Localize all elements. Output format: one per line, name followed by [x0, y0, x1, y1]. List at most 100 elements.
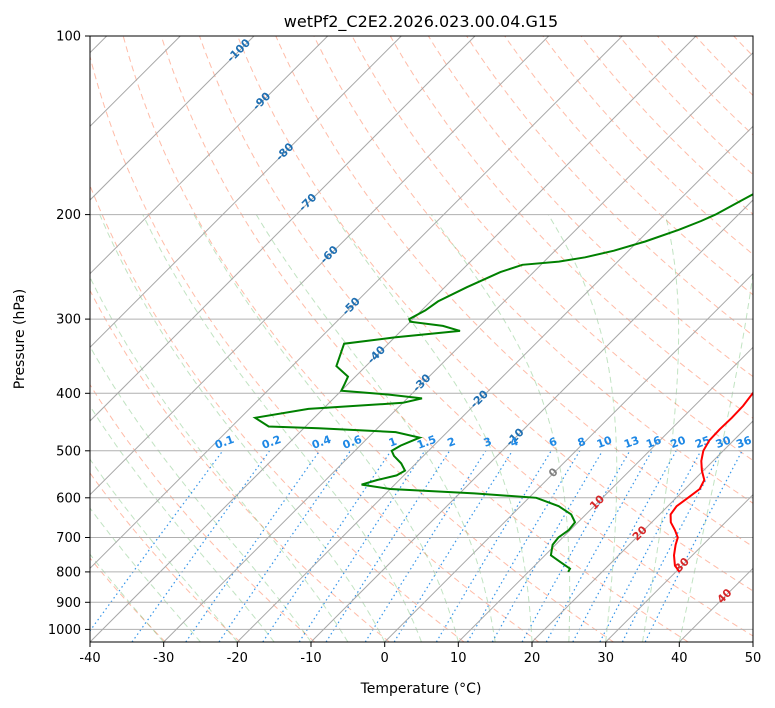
dry-adiabat-line [504, 36, 753, 296]
isotherm-line [90, 36, 623, 570]
mixing-ratio-label: 0.6 [341, 433, 364, 452]
mixing-ratio-line [131, 450, 271, 642]
mixing-ratio-line [491, 450, 604, 642]
mixing-ratio-line [572, 450, 677, 642]
mixing-ratio-line [364, 450, 487, 642]
mixing-ratio-label: 16 [644, 433, 663, 451]
moist-adiabat-line [90, 345, 312, 642]
isotherm-line [90, 36, 255, 201]
dry-adiabats [90, 36, 753, 642]
dry-adiabat-line [90, 383, 316, 642]
isotherm-line [236, 125, 753, 642]
dry-adiabat-line [160, 36, 689, 642]
isotherm-line [163, 51, 753, 642]
dry-adiabat-line [275, 36, 753, 548]
chart-title: wetPf2_C2E2.2026.023.00.04.G15 [284, 12, 558, 32]
mixing-ratio-line [90, 450, 224, 632]
mixing-ratio-label: 10 [595, 433, 614, 451]
moist-adiabat-line [547, 214, 618, 642]
x-tick-label: 40 [671, 651, 688, 666]
y-tick-label: 900 [56, 596, 81, 611]
moist-adiabat-line [642, 214, 680, 642]
x-tick-label: 10 [450, 651, 467, 666]
isotherm-line [90, 36, 329, 275]
isotherm-line [90, 36, 476, 422]
dry-adiabat-line [237, 36, 753, 592]
isotherm-line [384, 272, 753, 642]
mixing-ratio-label: 0.2 [260, 433, 283, 452]
isotherm-line [90, 36, 402, 349]
dry-adiabat-line [90, 289, 390, 642]
isotherm-line [310, 199, 753, 642]
dry-adiabat-line [351, 36, 753, 462]
y-tick-label: 200 [56, 208, 81, 223]
x-tick-label: -30 [153, 651, 174, 666]
dry-adiabat-line [618, 36, 753, 176]
moist-adiabat-line [90, 458, 238, 642]
isotherm-line [605, 493, 753, 642]
mixing-ratio-line [185, 450, 321, 642]
y-axis-label: Pressure (hPa) [12, 289, 28, 389]
dry-adiabat-line [122, 36, 614, 642]
mixing-ratio-label: 20 [669, 433, 688, 451]
mixing-ratio-lines [90, 450, 743, 642]
moist-adiabat-line [142, 214, 422, 642]
temperature-profile-line [669, 391, 753, 573]
y-axis: 100 200 300 400 500 600 700 800 900 1000 [48, 30, 90, 638]
mixing-ratio-label: 3 [482, 435, 494, 450]
moist-adiabat-line [678, 269, 753, 642]
mixing-ratio-label: 2 [446, 435, 458, 450]
isobar-gridlines [90, 36, 753, 630]
dry-adiabat-line [313, 36, 753, 504]
x-axis: -40 -30 -20 -10 0 10 20 30 40 50 [79, 642, 761, 666]
mixing-ratio-label: 4 [508, 435, 520, 450]
x-tick-label: -10 [300, 651, 321, 666]
y-tick-label: 300 [56, 313, 81, 328]
dewpoint-profile-line [252, 193, 753, 573]
x-tick-label: 20 [524, 651, 541, 666]
dry-adiabat-line [90, 54, 540, 642]
mixing-ratio-label: 30 [714, 433, 733, 451]
y-tick-label: 1000 [48, 623, 81, 638]
x-axis-label: Temperature (°C) [360, 681, 482, 697]
dry-adiabat-line [90, 184, 465, 642]
dry-adiabat-line [389, 36, 753, 419]
isotherm-line [90, 36, 697, 642]
isotherm-gridlines [90, 36, 753, 642]
mixing-ratio-label: 0.4 [310, 433, 333, 452]
y-tick-label: 500 [56, 444, 81, 459]
y-tick-label: 800 [56, 565, 81, 580]
x-tick-label: -20 [227, 651, 248, 666]
y-tick-label: 600 [56, 491, 81, 506]
mixing-ratio-line [521, 450, 631, 642]
mixing-ratio-label: 0.1 [213, 433, 236, 452]
mixing-ratio-line [393, 450, 513, 642]
mixing-ratio-line [435, 450, 552, 642]
mixing-ratio-label: 6 [547, 435, 559, 450]
y-tick-label: 700 [56, 531, 81, 546]
x-tick-label: 30 [597, 651, 614, 666]
moist-adiabat-line [99, 214, 386, 642]
moist-adiabat-line [430, 214, 571, 642]
y-tick-label: 400 [56, 387, 81, 402]
x-tick-label: 0 [381, 651, 389, 666]
mixing-ratio-line [325, 450, 451, 642]
x-tick-label: 50 [745, 651, 762, 666]
dry-adiabat-line [199, 36, 753, 637]
moist-adiabat-line [193, 214, 459, 642]
sounding-profiles [252, 193, 753, 573]
moist-adiabat-line [90, 405, 275, 642]
mixing-ratio-label: 13 [622, 434, 641, 451]
plot-frame [89, 35, 754, 643]
mixing-ratio-label: 36 [735, 433, 754, 451]
mixing-ratio-label: 1 [387, 435, 399, 450]
x-tick-label: -40 [79, 651, 100, 666]
moist-adiabat-line [333, 214, 533, 642]
isotherm-line [90, 36, 550, 496]
mixing-ratio-labels: 0.1 0.2 0.4 0.6 1 1.5 2 3 4 6 8 10 13 16 20 25 30 36 [213, 433, 754, 452]
mixing-ratio-line [466, 450, 581, 642]
moist-adiabat-line [90, 276, 349, 642]
mixing-ratio-label: 25 [693, 434, 712, 451]
